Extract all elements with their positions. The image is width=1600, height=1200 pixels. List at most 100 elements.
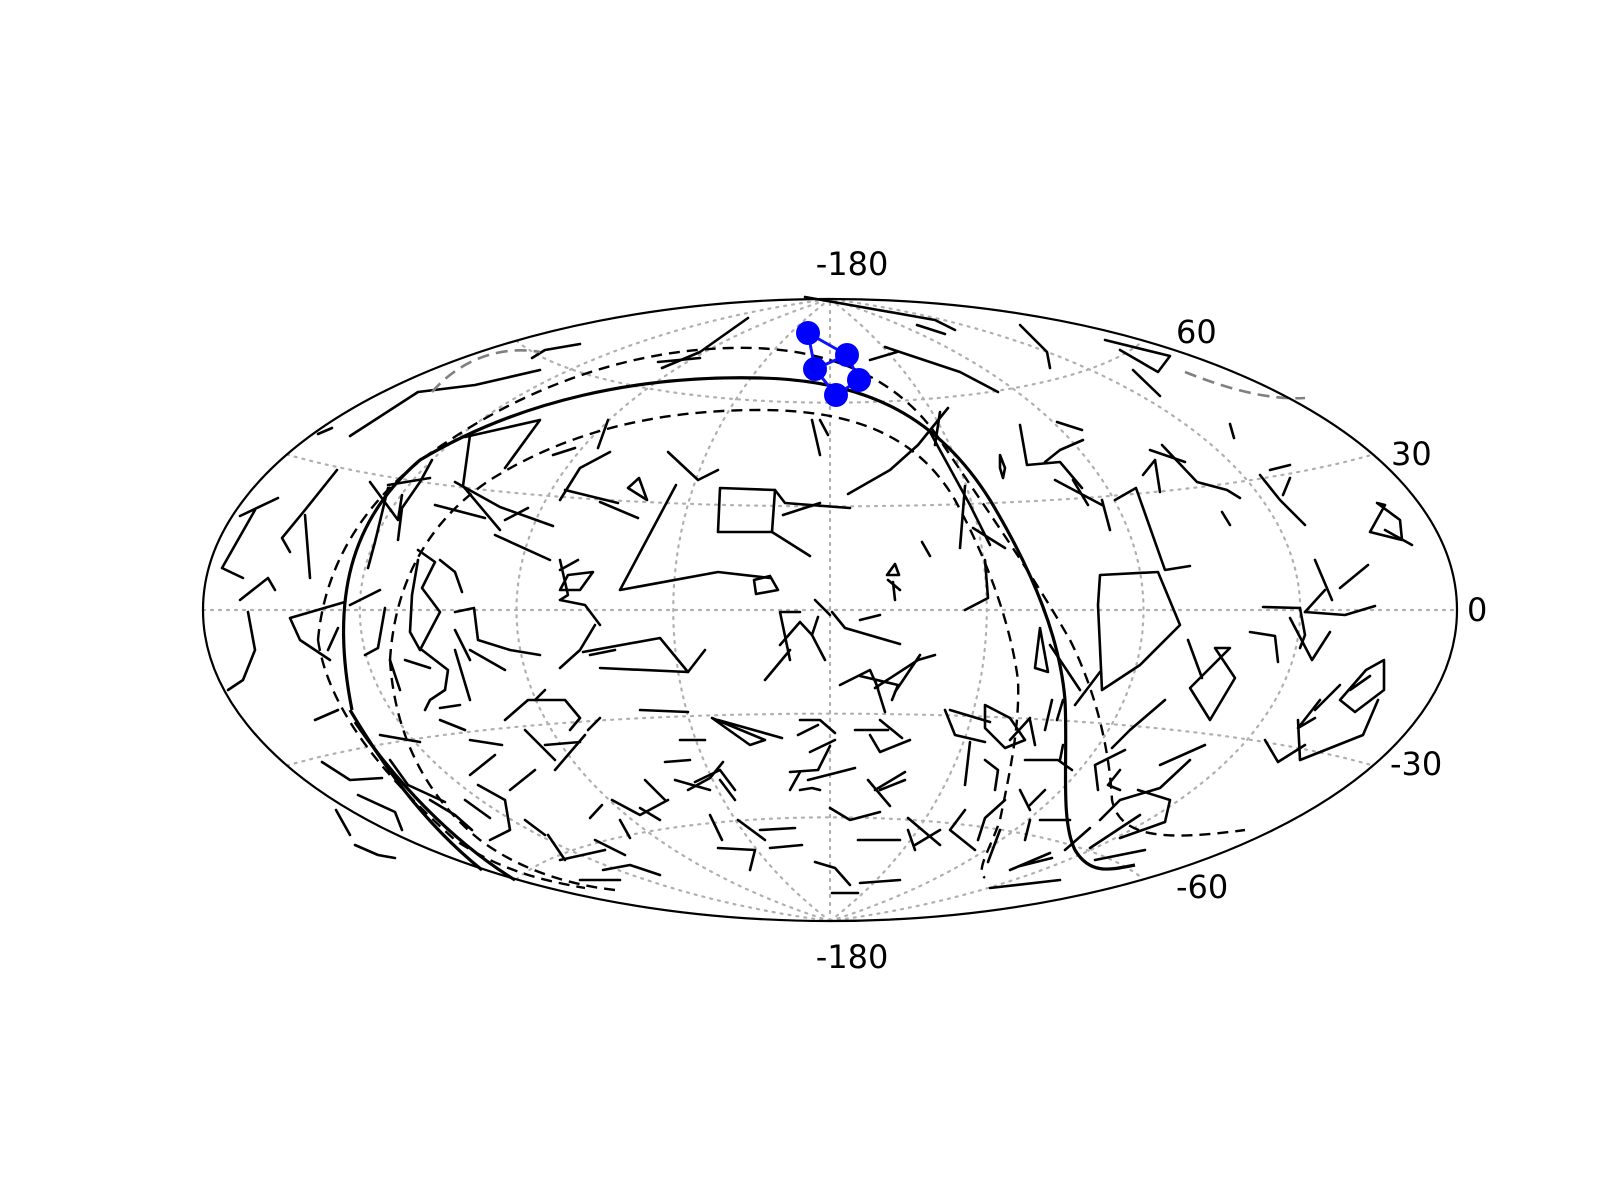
constellation-line	[226, 610, 257, 692]
constellation-line	[810, 418, 822, 457]
constellation-line	[866, 778, 892, 808]
constellation-line	[1258, 473, 1307, 527]
constellation-line	[356, 793, 404, 832]
constellation-line	[928, 430, 992, 547]
constellation-line	[530, 342, 582, 360]
constellation-line	[438, 718, 467, 732]
constellation-line	[503, 506, 530, 522]
constellation-line	[893, 653, 922, 694]
constellation-line	[846, 406, 950, 496]
constellation-line	[433, 503, 487, 520]
constellation-line	[476, 783, 512, 842]
constellation-line	[438, 703, 462, 710]
constellation-line	[1261, 605, 1307, 650]
constellation-line	[1098, 758, 1192, 822]
constellation-line	[596, 418, 610, 450]
constellation-line	[963, 558, 990, 612]
constellation-line	[638, 806, 662, 822]
constellation-line	[971, 526, 1007, 550]
constellation-line	[553, 733, 587, 772]
constellation-line	[280, 468, 339, 554]
constellation-line	[1106, 768, 1122, 792]
constellation-line	[1008, 716, 1032, 742]
constellation-line	[1228, 422, 1236, 440]
constellation-line	[1053, 478, 1104, 507]
constellation-line	[998, 453, 1007, 480]
constellation-line	[886, 578, 902, 592]
constellation-line	[453, 606, 542, 657]
constellation-line	[1263, 738, 1307, 764]
constellation-line	[920, 540, 932, 558]
galactic-band-gray	[1184, 370, 1306, 400]
constellation-line	[503, 698, 582, 732]
constellation-line	[326, 626, 340, 652]
constellation-line	[1303, 604, 1377, 617]
map-boundary	[201, 297, 1459, 923]
constellation-line	[558, 450, 612, 502]
parallel-line	[515, 339, 1145, 404]
constellation-line	[546, 833, 567, 862]
constellation-line	[810, 633, 827, 662]
tick-label-lat-60: 60	[1176, 313, 1217, 351]
constellation-line	[1055, 698, 1065, 722]
constellation-line	[666, 450, 720, 482]
constellation-line	[423, 688, 447, 712]
constellation-line	[796, 723, 820, 737]
constellation-line	[453, 628, 472, 662]
constellation-line	[408, 548, 442, 652]
constellation-line	[303, 513, 312, 580]
galactic-plane-band	[316, 346, 1306, 892]
constellation-line	[708, 813, 724, 842]
constellation-line	[523, 728, 557, 762]
constellation-line	[693, 768, 737, 792]
galactic-band-north	[316, 639, 586, 890]
constellation-line	[558, 570, 595, 592]
constellation-line	[1188, 646, 1237, 722]
constellation-line	[1043, 438, 1085, 464]
constellation-line	[673, 778, 712, 792]
tick-label-lat-m60: -60	[1176, 868, 1228, 906]
highlight-star	[824, 383, 848, 407]
constellation-line	[1303, 588, 1327, 614]
constellation-line	[1141, 458, 1162, 494]
constellation-line	[656, 356, 702, 364]
constellation-line	[428, 798, 474, 832]
galactic-band-south	[388, 659, 616, 892]
constellation-lines	[220, 295, 1414, 895]
galactic-band-gray	[431, 349, 541, 393]
constellation-line	[598, 500, 640, 520]
constellation-line	[983, 758, 1000, 792]
tick-label-bottom: -180	[816, 938, 889, 976]
constellation-line	[1296, 698, 1380, 762]
constellation-line	[388, 658, 402, 692]
constellation-line	[1368, 501, 1404, 542]
constellation-line	[453, 648, 472, 702]
constellation-line	[948, 708, 992, 724]
constellation-line	[1248, 630, 1280, 664]
highlight-star	[803, 357, 827, 381]
constellation-line	[1348, 674, 1372, 692]
meridian-line	[672, 297, 832, 923]
constellation-line	[551, 446, 577, 457]
constellation-line	[1093, 748, 1127, 792]
constellation-line	[320, 760, 384, 782]
constellation-line	[353, 843, 397, 860]
constellation-line	[943, 708, 987, 744]
constellation-line	[808, 738, 837, 754]
tick-label-lat-0: 0	[1467, 591, 1487, 629]
constellation-line	[813, 598, 832, 617]
constellation-line	[238, 576, 277, 602]
constellation-line	[778, 615, 820, 647]
meridian-line	[828, 297, 1145, 923]
constellation-line	[1088, 813, 1142, 850]
constellation-line	[663, 758, 692, 764]
constellation-line	[868, 350, 899, 362]
constellation-line	[710, 716, 767, 747]
constellation-line	[1043, 698, 1054, 732]
constellation-line	[558, 558, 602, 627]
constellation-line	[1073, 670, 1102, 707]
constellation-line	[643, 778, 667, 802]
constellation-line	[493, 533, 552, 562]
constellation-line	[288, 600, 347, 662]
constellation-line	[1338, 658, 1386, 714]
